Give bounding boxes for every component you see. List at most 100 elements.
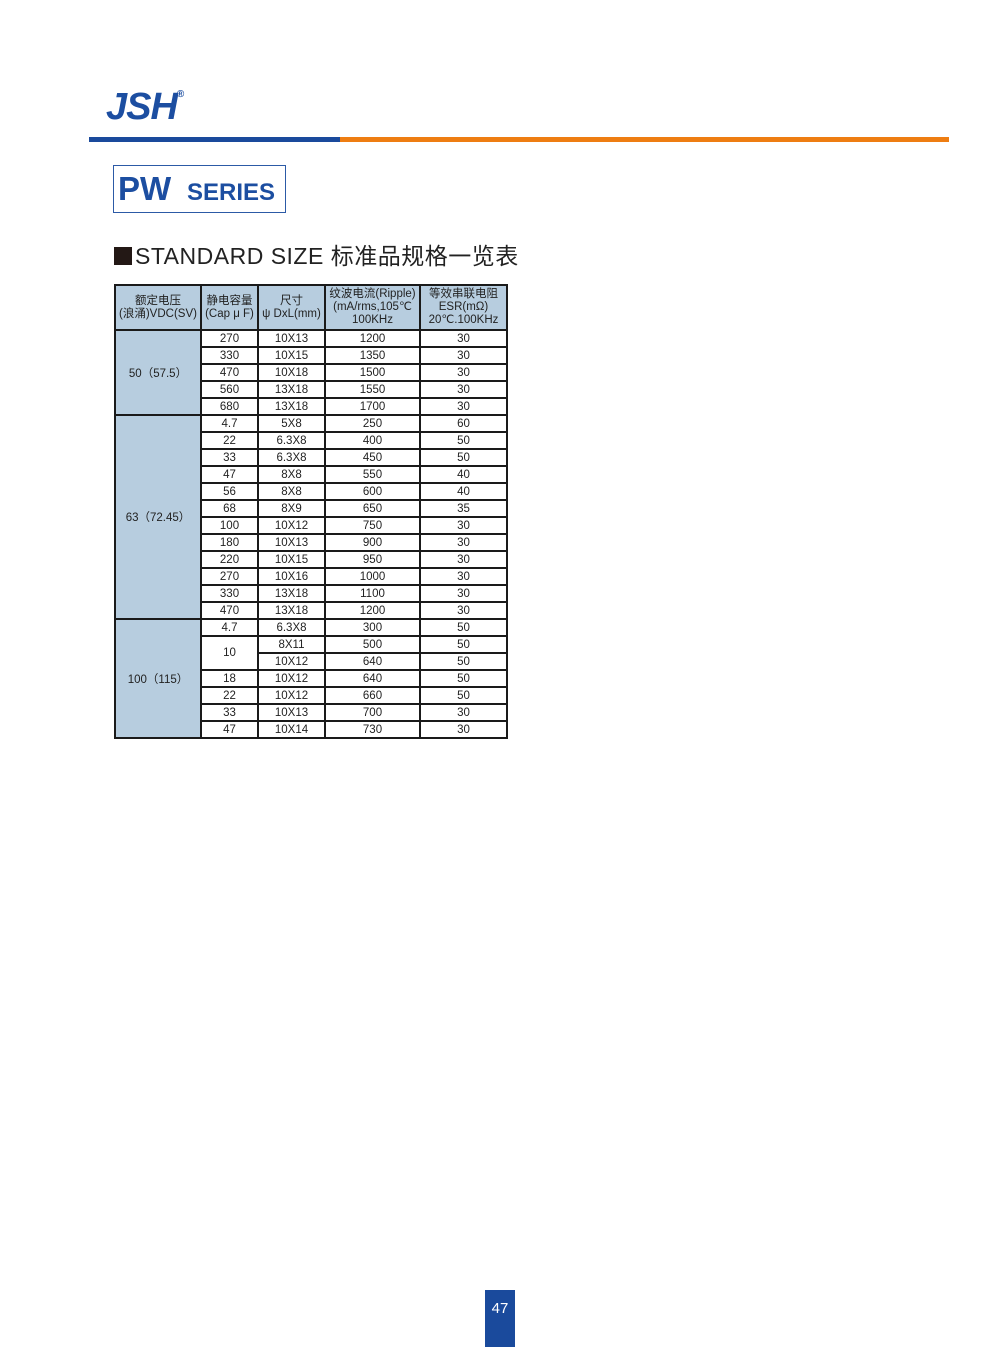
table-row: 330 13X18 1100 30 xyxy=(115,584,508,603)
table-body: 50（57.5） 270 10X13 1200 30 330 10X15 1350 30 470 1… xyxy=(114,329,508,739)
size-cell: 10X12 xyxy=(257,652,326,671)
ripple-cell: 1350 xyxy=(324,346,421,365)
ripple-cell: 660 xyxy=(324,686,421,705)
table-row: 47 10X14 730 30 xyxy=(115,720,508,739)
size-cell: 13X18 xyxy=(257,584,326,603)
capacitance-cell: 47 xyxy=(200,720,259,739)
ripple-cell: 950 xyxy=(324,550,421,569)
size-cell: 10X12 xyxy=(257,516,326,535)
capacitance-cell: 18 xyxy=(200,669,259,688)
table-row: 56 8X8 600 40 xyxy=(115,482,508,501)
capacitance-cell: 220 xyxy=(200,550,259,569)
page-number: 47 xyxy=(485,1290,515,1347)
ripple-cell: 650 xyxy=(324,499,421,518)
esr-cell: 30 xyxy=(419,533,508,552)
column-header-line: 尺寸 xyxy=(280,294,303,307)
capacitance-cell: 4.7 xyxy=(200,414,259,433)
ripple-cell: 730 xyxy=(324,720,421,739)
esr-cell: 50 xyxy=(419,431,508,450)
esr-cell: 40 xyxy=(419,465,508,484)
table-row: 330 10X15 1350 30 xyxy=(115,346,508,365)
size-cell: 10X13 xyxy=(257,703,326,722)
column-header-line: ESR(mΩ) xyxy=(438,301,489,313)
voltage-cell: 100（115） xyxy=(114,618,202,739)
capacitance-cell: 4.7 xyxy=(200,618,259,637)
size-cell: 8X11 xyxy=(257,635,326,654)
size-cell: 10X12 xyxy=(257,669,326,688)
ripple-cell: 1200 xyxy=(324,329,421,348)
ripple-cell: 300 xyxy=(324,618,421,637)
esr-cell: 40 xyxy=(419,482,508,501)
header-rule-orange xyxy=(340,137,949,142)
size-cell: 10X14 xyxy=(257,720,326,739)
size-cell: 13X18 xyxy=(257,601,326,620)
size-cell: 6.3X8 xyxy=(257,618,326,637)
column-header-line: (浪涌)VDC(SV) xyxy=(119,307,197,320)
esr-cell: 50 xyxy=(419,635,508,654)
table-row: 68 8X9 650 35 xyxy=(115,499,508,518)
esr-cell: 50 xyxy=(419,686,508,705)
capacitance-cell: 560 xyxy=(200,380,259,399)
capacitance-cell: 330 xyxy=(200,584,259,603)
capacitance-cell: 330 xyxy=(200,346,259,365)
size-cell: 10X15 xyxy=(257,346,326,365)
esr-cell: 30 xyxy=(419,516,508,535)
esr-cell: 30 xyxy=(419,380,508,399)
size-cell: 13X18 xyxy=(257,380,326,399)
ripple-cell: 1550 xyxy=(324,380,421,399)
series-badge: PW SERIES xyxy=(113,165,286,213)
column-header-line: 静电容量 xyxy=(206,294,253,307)
table-row: 470 10X18 1500 30 xyxy=(115,363,508,382)
section-heading: STANDARD SIZE 标准品规格一览表 xyxy=(114,237,519,271)
jsh-logo: JSH® xyxy=(106,86,184,129)
table-row: 18 10X12 640 50 xyxy=(115,669,508,688)
square-bullet-icon xyxy=(114,247,132,265)
column-header-line: (Cap μ F) xyxy=(205,307,254,320)
column-header-line: 100KHz xyxy=(352,314,393,326)
capacitance-cell: 180 xyxy=(200,533,259,552)
size-cell: 5X8 xyxy=(257,414,326,433)
size-cell: 6.3X8 xyxy=(257,431,326,450)
capacitance-cell: 22 xyxy=(200,431,259,450)
size-cell: 13X18 xyxy=(257,397,326,416)
ripple-cell: 550 xyxy=(324,465,421,484)
esr-cell: 30 xyxy=(419,720,508,739)
esr-cell: 30 xyxy=(419,601,508,620)
table-row: 680 13X18 1700 30 xyxy=(115,397,508,416)
esr-cell: 50 xyxy=(419,618,508,637)
table-row: 10 8X11 500 50 xyxy=(115,635,508,671)
table-row: 50（57.5） 270 10X13 1200 30 xyxy=(114,329,508,416)
table-row: 10X12 640 50 xyxy=(115,652,508,671)
esr-cell: 35 xyxy=(419,499,508,518)
registered-mark: ® xyxy=(176,89,184,101)
table-row: 220 10X15 950 30 xyxy=(115,550,508,569)
esr-cell: 30 xyxy=(419,567,508,586)
ripple-cell: 1500 xyxy=(324,363,421,382)
table-row: 22 10X12 660 50 xyxy=(115,686,508,705)
ripple-cell: 250 xyxy=(324,414,421,433)
table-row: 47 8X8 550 40 xyxy=(115,465,508,484)
capacitance-cell: 47 xyxy=(200,465,259,484)
size-cell: 10X12 xyxy=(257,686,326,705)
ripple-cell: 500 xyxy=(324,635,421,654)
ripple-cell: 900 xyxy=(324,533,421,552)
header-rule-blue xyxy=(89,137,340,142)
table-row: 560 13X18 1550 30 xyxy=(115,380,508,399)
size-cell: 10X18 xyxy=(257,363,326,382)
section-title: STANDARD SIZE 标准品规格一览表 xyxy=(135,243,519,269)
series-suffix: SERIES xyxy=(187,179,276,206)
capacitance-cell: 56 xyxy=(200,482,259,501)
column-header: 等效串联电阻 ESR(mΩ) 20℃.100KHz xyxy=(419,284,508,331)
capacitance-cell: 68 xyxy=(200,499,259,518)
esr-cell: 30 xyxy=(419,397,508,416)
series-prefix: PW xyxy=(118,170,172,207)
column-header: 静电容量 (Cap μ F) xyxy=(200,284,259,331)
column-header-line: 20℃.100KHz xyxy=(428,314,499,326)
size-cell: 8X8 xyxy=(257,482,326,501)
capacitance-cell: 22 xyxy=(200,686,259,705)
ripple-cell: 1200 xyxy=(324,601,421,620)
table-row: 22 6.3X8 400 50 xyxy=(115,431,508,450)
logo-text: JSH xyxy=(106,86,178,128)
capacitance-cell: 270 xyxy=(200,329,259,348)
table-row: 33 10X13 700 30 xyxy=(115,703,508,722)
